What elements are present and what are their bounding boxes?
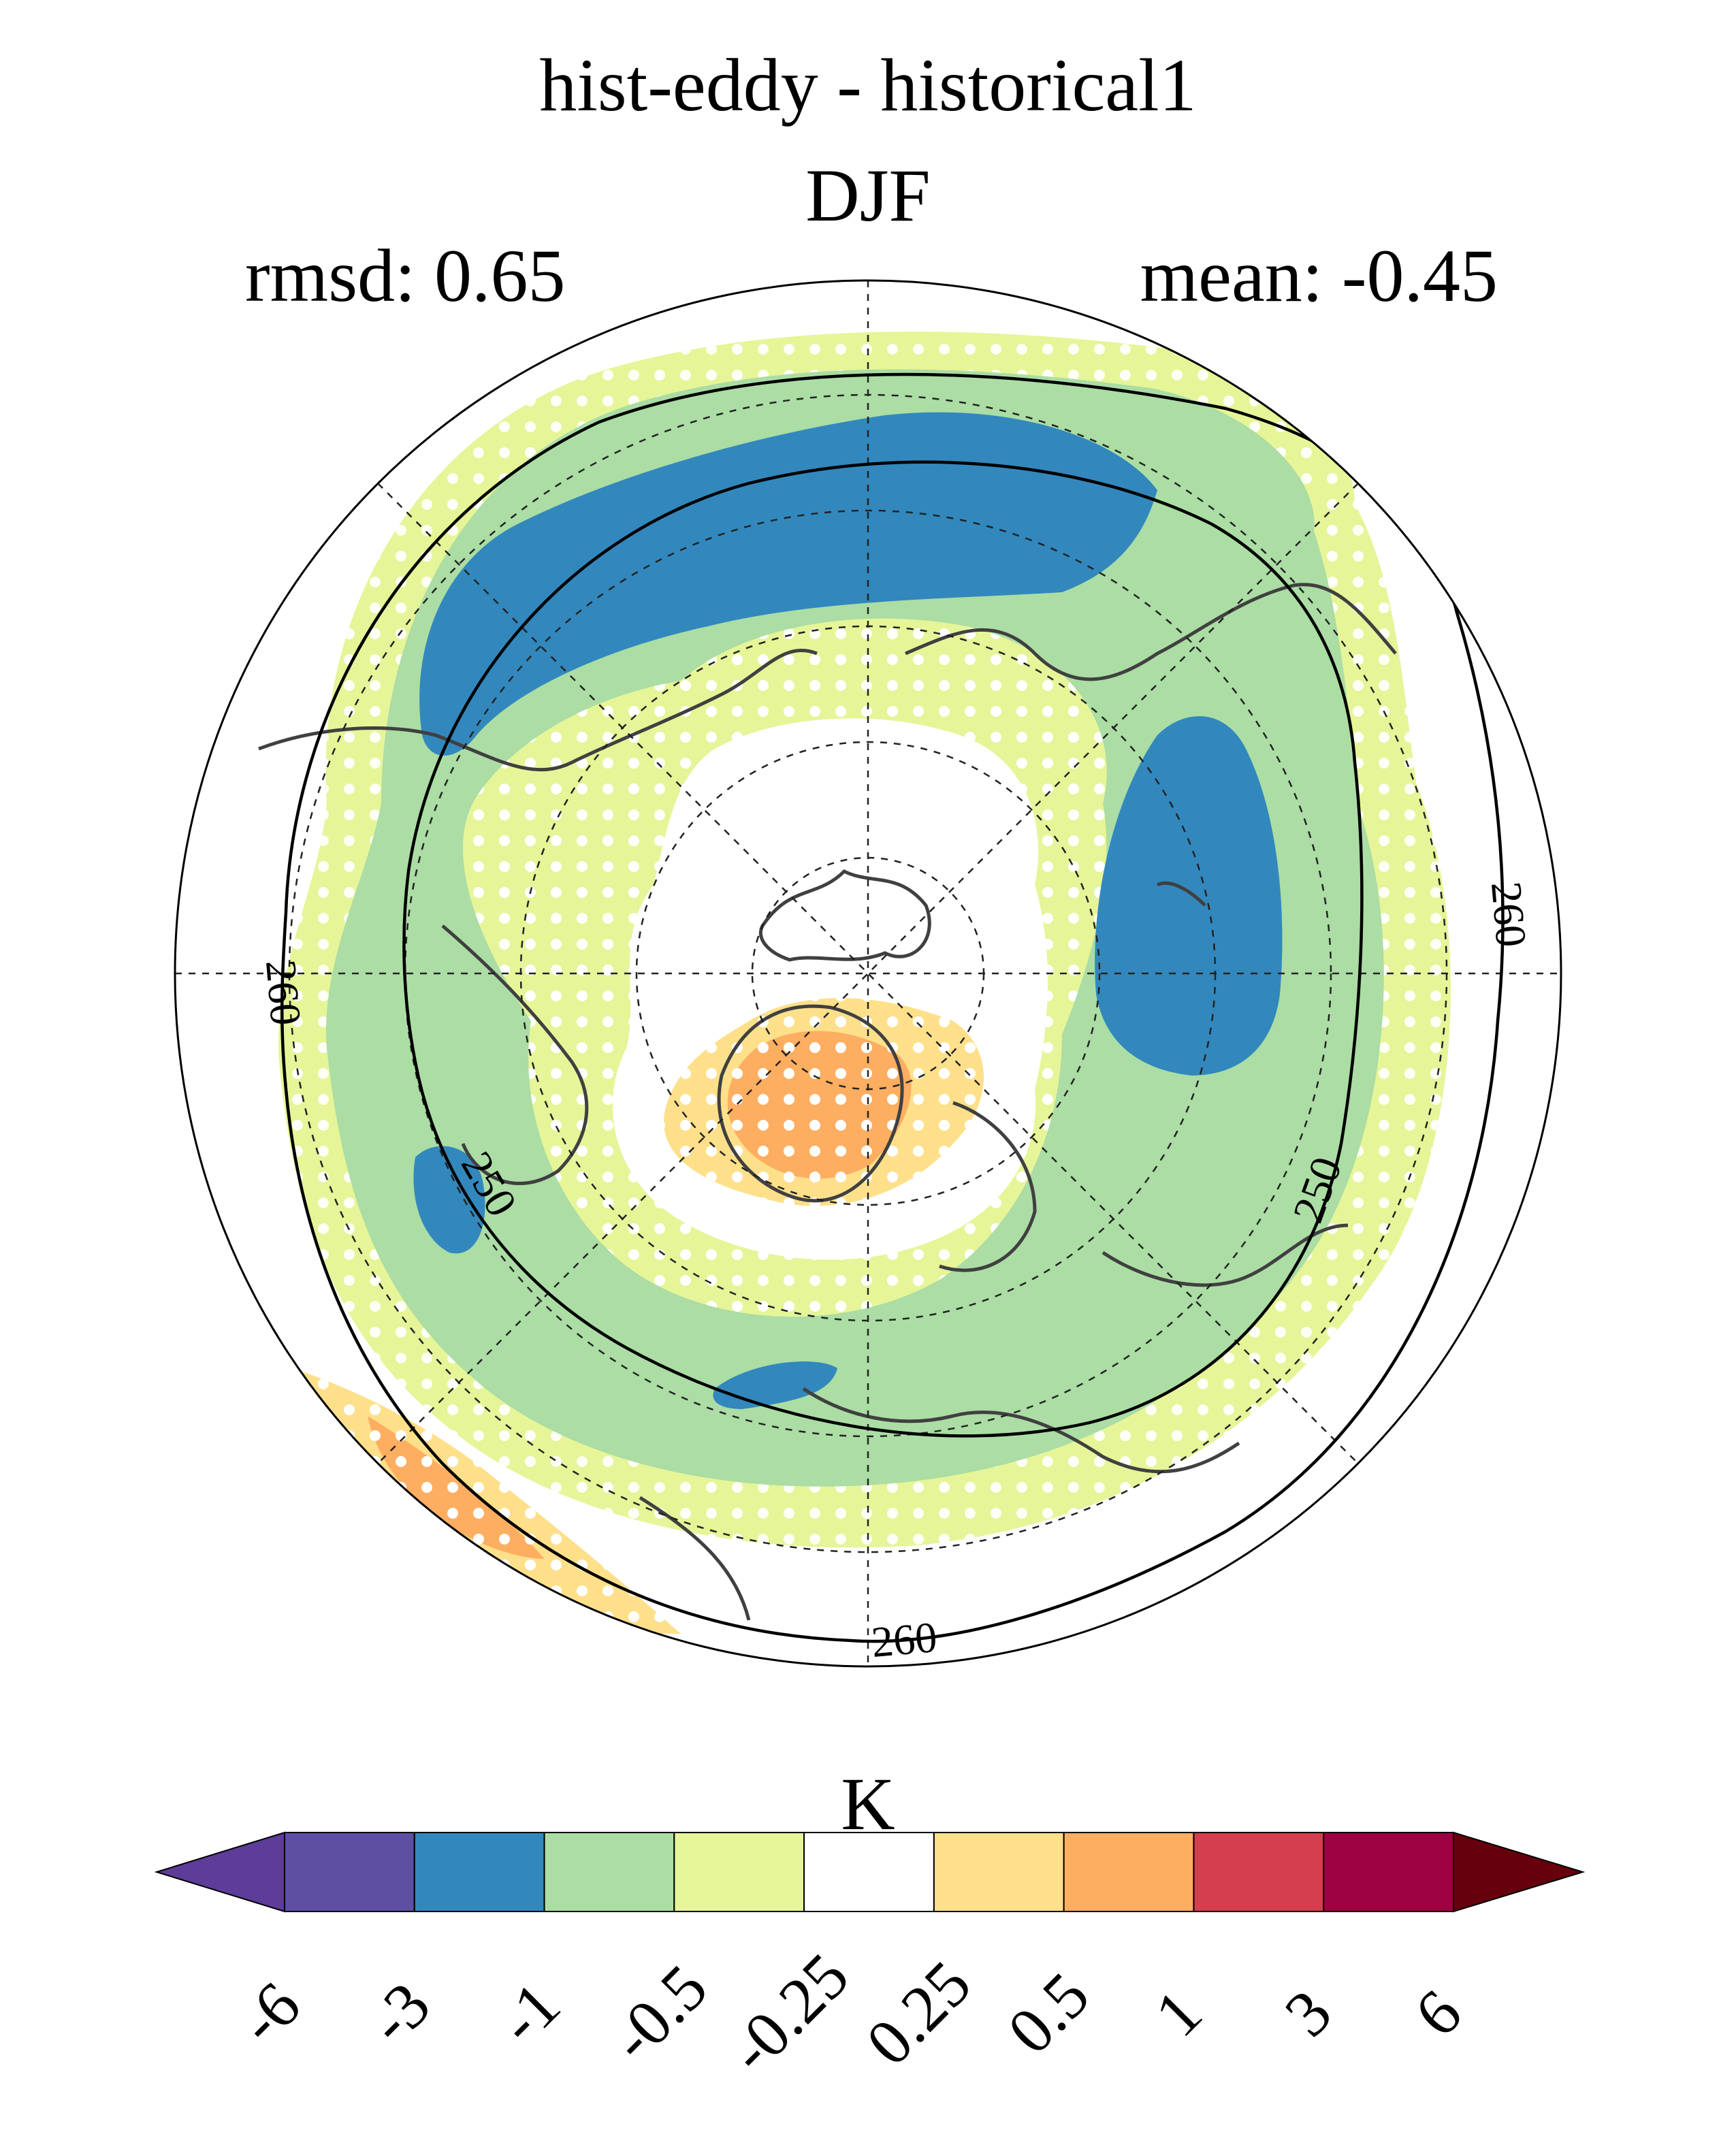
colorbar-box: [413, 1832, 545, 1912]
map-boundary: [174, 279, 1562, 1668]
colorbar-extend-low: [154, 1831, 285, 1913]
contour-label-260-bottom: 260: [869, 1613, 939, 1666]
colorbar-tick-label: 3: [1270, 1975, 1345, 2050]
season-label: DJF: [805, 154, 931, 237]
filled-field: [175, 280, 1561, 1666]
mean-label: mean: -0.45: [1140, 234, 1498, 317]
colorbar-tick-label: 6: [1400, 1975, 1475, 2050]
climatology-contours: [280, 372, 1505, 1643]
blue-blob-small-b: [713, 1361, 837, 1409]
colorbar-tick-label: 0.25: [852, 1947, 984, 2079]
colorbar-extend-high: [1453, 1831, 1586, 1913]
colorbar-tick-label: 1: [1141, 1975, 1216, 2050]
colorbar-box: [933, 1832, 1065, 1912]
contour-label-260-right: 260: [1482, 880, 1536, 949]
contour-label-260-left: 260: [257, 958, 310, 1027]
graticule: [175, 280, 1561, 1666]
blue-blob-asia: [1095, 716, 1283, 1076]
blue-blob-pacific: [419, 412, 1157, 756]
rmsd-label: rmsd: 0.65: [245, 234, 566, 317]
colorbar-tick-label: -0.5: [596, 1950, 721, 2075]
colorbar-box: [543, 1832, 675, 1912]
colorbar-tick-label: 0.5: [993, 1958, 1103, 2068]
plot-title: hist-eddy - historical1: [539, 44, 1197, 127]
colorbar-box: [1063, 1832, 1195, 1912]
colorbar-tick-label: -3: [354, 1968, 444, 2058]
colorbar-tick-label: -0.25: [715, 1939, 863, 2086]
colorbar: -6 -3 -1 -0.5-0.250.25 0.5 1 3 6: [154, 1831, 1586, 2087]
colorbar-box: [284, 1832, 415, 1912]
colorbar-box: [1323, 1832, 1454, 1912]
colorbar-unit: K: [841, 1762, 895, 1845]
colorbar-tick-label: -6: [224, 1968, 314, 2058]
colorbar-box: [1193, 1832, 1325, 1912]
colorbar-tick-label: -1: [483, 1968, 573, 2058]
colorbar-box: [673, 1832, 805, 1912]
blue-blob-small-a: [413, 1146, 485, 1254]
coastlines: [258, 583, 1397, 1621]
contour-labels: 260 250 260 250 260: [257, 880, 1536, 1666]
